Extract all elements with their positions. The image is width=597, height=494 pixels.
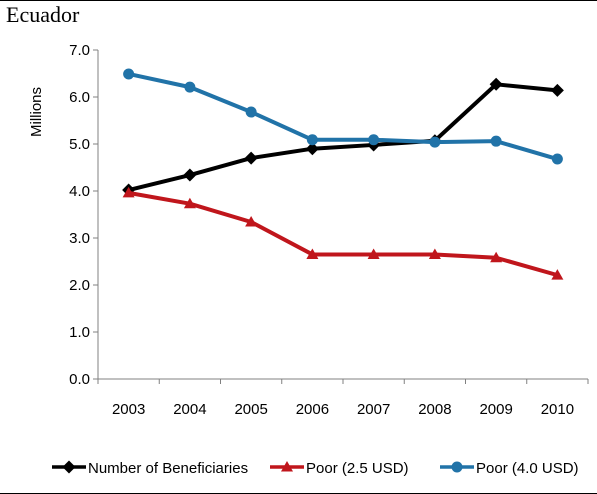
- legend-swatch-marker: [62, 460, 76, 474]
- data-point: [305, 142, 319, 156]
- data-point: [429, 136, 441, 148]
- x-tick-label: 2008: [418, 401, 451, 418]
- data-point: [489, 77, 503, 91]
- y-tick-label: 0.0: [69, 371, 90, 388]
- series-1: [122, 186, 564, 280]
- data-point: [550, 83, 564, 97]
- data-point: [490, 135, 502, 147]
- data-point: [306, 248, 319, 259]
- y-tick-label: 3.0: [69, 230, 90, 247]
- series-line-1: [128, 190, 558, 278]
- legend-item-0: Number of Beneficiaries: [52, 460, 248, 477]
- data-point: [551, 269, 564, 280]
- y-tick-label: 5.0: [69, 136, 90, 153]
- legend-item-2: Poor (4.0 USD): [440, 460, 579, 477]
- y-tick-label: 4.0: [69, 183, 90, 200]
- data-point: [123, 68, 135, 80]
- x-tick-label: 2004: [173, 401, 206, 418]
- legend-item-1: Poor (2.5 USD): [270, 460, 409, 477]
- x-tick-label: 2009: [479, 401, 512, 418]
- series-2: [123, 68, 563, 165]
- data-point: [428, 248, 441, 259]
- legend-swatch-marker: [451, 461, 463, 473]
- x-tick-label: 2010: [541, 401, 574, 418]
- y-tick-label: 1.0: [69, 324, 90, 341]
- data-point: [367, 248, 380, 259]
- legend-label: Poor (4.0 USD): [476, 460, 579, 477]
- data-point: [245, 216, 258, 227]
- data-point: [551, 153, 563, 165]
- legend-label: Poor (2.5 USD): [306, 460, 409, 477]
- series-line-2: [128, 72, 558, 161]
- x-tick-label: 2003: [112, 401, 145, 418]
- y-tick-label: 6.0: [69, 89, 90, 106]
- chart-title: Ecuador: [6, 2, 80, 27]
- data-point: [183, 197, 196, 209]
- data-point: [184, 81, 196, 93]
- y-axis-label: Millions: [28, 87, 45, 137]
- legend-swatch-marker: [281, 461, 293, 472]
- x-tick-label: 2005: [234, 401, 267, 418]
- data-point: [245, 106, 257, 118]
- legend-label: Number of Beneficiaries: [88, 460, 248, 477]
- series-line-0: [128, 82, 558, 193]
- x-tick-label: 2007: [357, 401, 390, 418]
- y-tick-label: 7.0: [69, 42, 90, 59]
- y-tick-label: 2.0: [69, 277, 90, 294]
- data-point: [368, 134, 380, 146]
- data-point: [490, 251, 503, 263]
- data-point: [183, 168, 197, 182]
- x-tick-label: 2006: [296, 401, 329, 418]
- data-point: [306, 134, 318, 146]
- data-point: [122, 186, 135, 198]
- data-point: [244, 151, 258, 165]
